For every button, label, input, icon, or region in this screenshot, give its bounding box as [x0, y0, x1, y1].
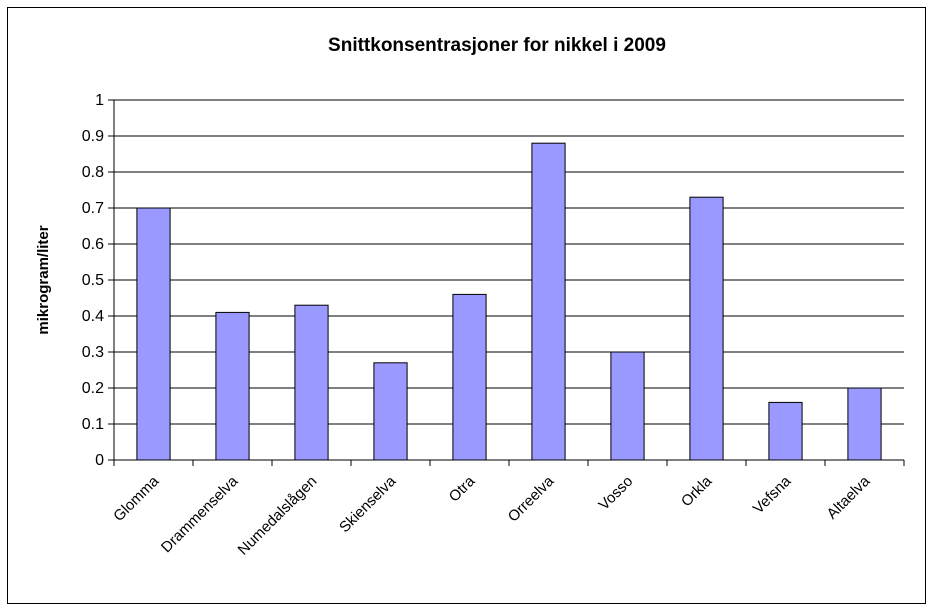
x-tick-label: Orkla: [678, 472, 716, 510]
bar-drammenselva: [215, 311, 250, 461]
x-tick-label: Numedalslågen: [235, 473, 321, 559]
bar-vosso: [610, 351, 645, 461]
y-axis-label: mikrogram/liter: [35, 225, 52, 334]
y-tick-label: 0.5: [82, 272, 104, 289]
y-tick-label: 1: [95, 92, 104, 109]
bar-altaelva: [847, 387, 882, 461]
x-tick-label: Vosso: [595, 473, 636, 514]
y-tick-label: 0.4: [82, 308, 104, 325]
y-tick-label: 0.6: [82, 236, 104, 253]
y-tick-labels: 0 0.1 0.2 0.3 0.4 0.5 0.6 0.7 0.8 0.9 1: [82, 92, 104, 469]
chart-title: Snittkonsentrasjoner for nikkel i 2009: [328, 35, 666, 56]
x-tick-label: Skienselva: [336, 472, 400, 536]
bar-orreelva: [531, 142, 566, 461]
y-tick-label: 0.2: [82, 380, 104, 397]
y-tick-label: 0.1: [82, 416, 104, 433]
bar-glomma: [136, 207, 171, 461]
x-tick-label: Altaelva: [824, 472, 874, 522]
y-tick-label: 0.3: [82, 344, 104, 361]
y-tick-label: 0.7: [82, 200, 104, 217]
bars: [136, 142, 882, 461]
bar-skienselva: [373, 362, 408, 461]
x-tick-label: Orreelva: [505, 472, 558, 525]
axes: [113, 100, 904, 461]
bar-vefsna: [768, 401, 803, 461]
bar-numedalslågen: [294, 304, 329, 461]
y-tick-label: 0.9: [82, 128, 104, 145]
bar-orkla: [689, 196, 724, 461]
x-tick-label: Glomma: [110, 472, 163, 525]
x-tick-label: Otra: [446, 472, 479, 505]
y-tick-label: 0.8: [82, 164, 104, 181]
bar-otra: [452, 293, 487, 461]
y-tick-label: 0: [95, 452, 104, 469]
x-tick-label: Vefsna: [750, 472, 795, 517]
x-tick-label: Drammenselva: [158, 472, 242, 556]
